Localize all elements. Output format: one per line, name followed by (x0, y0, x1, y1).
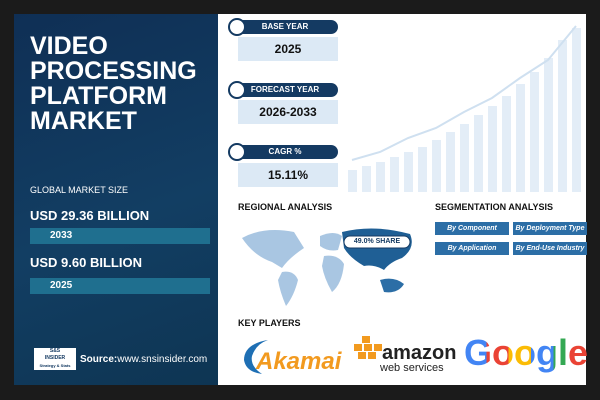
akamai-logo: Akamai (238, 336, 342, 378)
stat-icon (228, 18, 246, 36)
section-title: KEY PLAYERS (238, 318, 301, 328)
logo-text: S&S (49, 348, 61, 354)
decorative-chart (348, 25, 581, 192)
logo: S&S INSIDER Strategy & Stats (34, 348, 76, 370)
company: Google (464, 332, 588, 373)
logo-text: Strategy & Stats (39, 363, 71, 368)
section-title: SEGMENTATION ANALYSIS (435, 202, 554, 212)
left-panel (14, 14, 218, 385)
segment: By End-Use Industry (513, 242, 587, 255)
title-line: VIDEO (30, 32, 108, 60)
title-line: MARKET (30, 107, 137, 135)
stat-value: 15.11% (238, 163, 338, 187)
company: amazon (382, 342, 457, 364)
amazon-logo: amazon web services (352, 334, 456, 378)
stat-icon (228, 143, 246, 161)
title-line: PROCESSING (30, 57, 197, 85)
akamai-swoosh (244, 340, 268, 374)
aws-boxes (354, 336, 382, 359)
source-label: Source: (80, 354, 118, 365)
source: Source:www.snsinsider.com (80, 354, 207, 365)
stat-label: FORECAST YEAR (232, 83, 338, 97)
market-year: 2033 (30, 228, 210, 244)
company: web services (380, 362, 444, 374)
market-value: USD 9.60 BILLION (30, 255, 142, 270)
title-line: PLATFORM (30, 82, 168, 110)
segment: By Component (435, 222, 509, 235)
world-map (242, 228, 412, 306)
source-url: www.snsinsider.com (117, 354, 208, 365)
company: Akamai (256, 348, 342, 375)
stat-label: BASE YEAR (232, 20, 338, 34)
stat-icon (228, 81, 246, 99)
market-year: 2025 (30, 278, 210, 294)
market-value: USD 29.36 BILLION (30, 208, 150, 223)
segment: By Application (435, 242, 509, 255)
section-title: REGIONAL ANALYSIS (238, 202, 333, 212)
share-label: 49.0% SHARE (353, 238, 401, 245)
logo-text: INSIDER (44, 355, 66, 361)
stat-value: 2025 (238, 37, 338, 61)
market-size-label: GLOBAL MARKET SIZE (30, 185, 129, 195)
segment: By Deployment Type (513, 222, 587, 235)
stat-value: 2026-2033 (238, 100, 338, 124)
stat-label: CAGR % (232, 145, 338, 159)
